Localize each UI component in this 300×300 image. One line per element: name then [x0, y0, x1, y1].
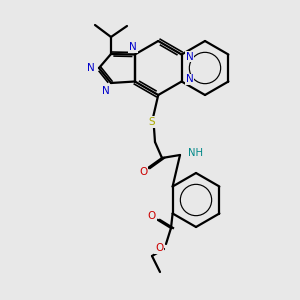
Text: O: O — [155, 243, 163, 253]
Text: S: S — [149, 117, 155, 127]
Text: NH: NH — [188, 148, 203, 158]
Text: N: N — [129, 43, 137, 52]
Text: N: N — [87, 63, 95, 73]
Text: N: N — [186, 52, 194, 61]
Text: O: O — [139, 167, 147, 177]
Text: N: N — [102, 86, 110, 96]
Text: N: N — [186, 74, 194, 85]
Text: O: O — [148, 211, 156, 221]
